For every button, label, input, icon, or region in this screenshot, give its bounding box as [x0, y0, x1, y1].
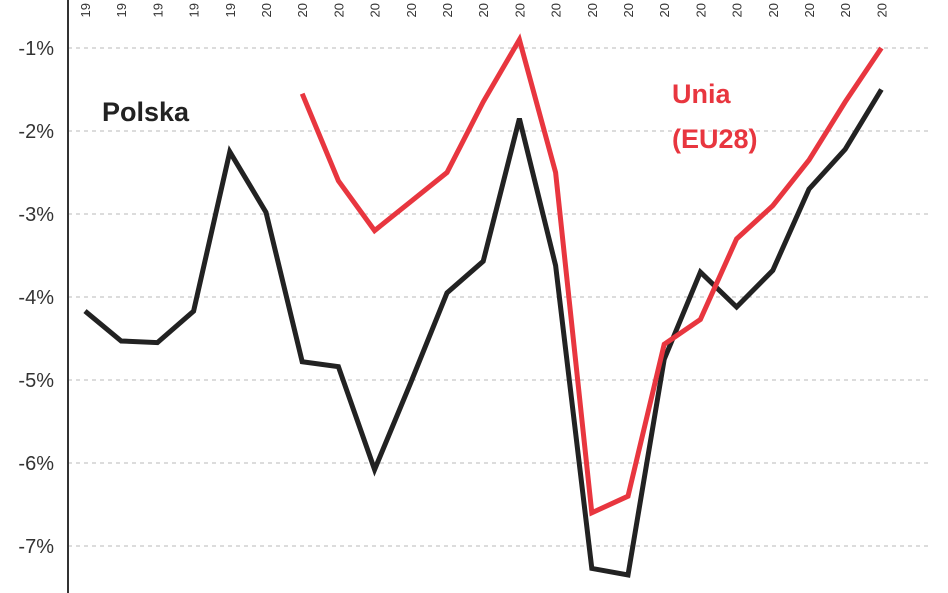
series-line-unia: [299, 33, 884, 517]
x-tick-label: 19: [78, 3, 93, 17]
x-tick-label: 20: [549, 3, 564, 17]
y-tick-label: -7%: [18, 536, 54, 558]
x-tick-label: 20: [512, 3, 527, 17]
series-label-polska: Polska: [102, 97, 190, 127]
y-tick-label: -2%: [18, 121, 54, 143]
x-tick-label: 20: [838, 3, 853, 17]
x-tick-label: 20: [730, 3, 745, 17]
x-tick-label: 20: [368, 3, 383, 17]
x-tick-label: 20: [874, 3, 889, 17]
x-tick-label: 20: [259, 3, 274, 17]
x-tick-label: 19: [150, 3, 165, 17]
y-axis-tick-labels: -7% -6% -5% -4% -3% -2% -1%: [18, 38, 54, 558]
series-label-unia-line-2: (EU28): [672, 124, 758, 154]
x-tick-label: 19: [223, 3, 238, 17]
series-label-unia-line-1: Unia: [672, 79, 731, 109]
y-tick-label: -5%: [18, 370, 54, 392]
series-line-polska: [83, 88, 884, 578]
x-tick-label: 20: [766, 3, 781, 17]
y-tick-label: -6%: [18, 453, 54, 475]
x-tick-label: 20: [802, 3, 817, 17]
x-tick-label: 20: [295, 3, 310, 17]
x-tick-label: 19: [187, 3, 202, 17]
series-lines: [83, 33, 884, 578]
x-axis-tick-labels: 19 19 19 19 19 20 20 20 20 20 20 20 20 20 20 20 20 20 20 20…: [78, 3, 889, 17]
x-tick-label: 20: [657, 3, 672, 17]
series-label-unia: Unia (EU28): [672, 79, 758, 154]
x-tick-label: 20: [331, 3, 346, 17]
y-tick-label: -4%: [18, 287, 54, 309]
x-tick-label: 20: [621, 3, 636, 17]
x-tick-label: 20: [404, 3, 419, 17]
x-tick-label: 20: [476, 3, 491, 17]
x-tick-label: 20: [693, 3, 708, 17]
y-tick-label: -1%: [18, 38, 54, 60]
x-tick-label: 19: [114, 3, 129, 17]
y-tick-label: -3%: [18, 204, 54, 226]
x-tick-label: 20: [440, 3, 455, 17]
x-tick-label: 20: [585, 3, 600, 17]
